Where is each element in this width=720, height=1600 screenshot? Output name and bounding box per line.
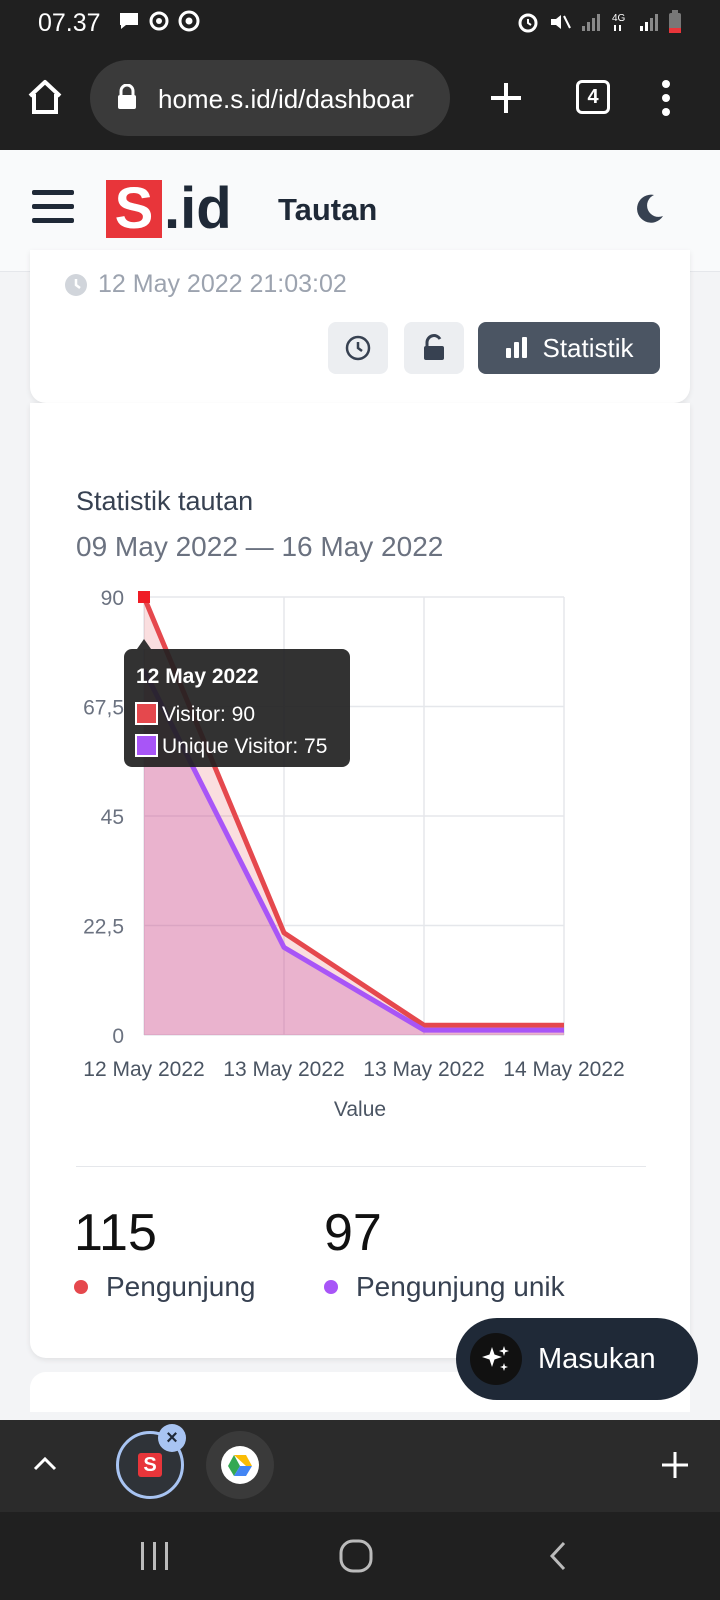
recent-apps-icon[interactable]	[138, 1540, 172, 1572]
datetime-text: 12 May 2022 21:03:02	[98, 270, 347, 298]
chevron-up-icon[interactable]	[32, 1454, 58, 1472]
hamburger-menu-icon[interactable]	[32, 188, 74, 226]
x-tick-label: 14 May 2022	[503, 1058, 624, 1081]
x-tick-label: 12 May 2022	[83, 1058, 204, 1081]
history-button[interactable]	[328, 322, 388, 374]
status-time: 07.37	[38, 9, 101, 37]
sid-favicon: S	[138, 1453, 162, 1477]
bar-chart-icon	[506, 337, 528, 358]
alarm-icon	[518, 13, 538, 33]
unlock-icon	[424, 334, 444, 360]
clock-outline-icon	[345, 335, 371, 361]
tooltip-line: Unique Visitor: 75	[162, 735, 327, 758]
address-bar[interactable]: home.s.id/id/dashboar	[90, 60, 450, 136]
browser-toolbar: home.s.id/id/dashboar 4	[0, 46, 720, 150]
tooltip-swatch	[135, 702, 158, 725]
notification-icons	[118, 10, 200, 32]
google-drive-icon	[221, 1446, 259, 1484]
divider	[76, 1166, 646, 1167]
stats-card: Statistik tautan 09 May 2022 — 16 May 20…	[30, 403, 690, 1358]
visitor-dot	[74, 1280, 88, 1294]
sparkle-icon-wrap	[470, 1333, 522, 1385]
sparkle-icon	[482, 1346, 509, 1371]
y-tick-label: 45	[101, 806, 124, 829]
lte-icon: 4G	[612, 13, 626, 31]
tooltip-box	[124, 649, 350, 767]
system-icons: 4G	[516, 10, 682, 34]
x-tick-label: 13 May 2022	[363, 1058, 484, 1081]
svg-text:4G: 4G	[612, 13, 626, 24]
home-icon[interactable]	[26, 78, 64, 116]
statistik-button[interactable]: Statistik	[478, 322, 660, 374]
stats-date-range: 09 May 2022 — 16 May 2022	[76, 531, 444, 562]
link-card: 12 May 2022 21:03:02 Statistik	[30, 250, 690, 403]
y-tick-label: 90	[101, 587, 124, 610]
series-area-2	[144, 670, 564, 1035]
y-tick-label: 0	[112, 1025, 124, 1048]
x-axis-label: Value	[334, 1098, 386, 1121]
visitors-count: 115	[74, 1204, 157, 1262]
back-icon[interactable]	[546, 1540, 570, 1572]
highlight-point	[138, 591, 150, 603]
lock-button[interactable]	[404, 322, 464, 374]
logo-id: .id	[164, 176, 232, 241]
new-tab-icon[interactable]	[488, 80, 524, 116]
y-tick-label: 22,5	[83, 916, 124, 939]
tab-sid[interactable]: S	[116, 1431, 184, 1499]
menu-dots-icon[interactable]	[658, 78, 674, 118]
home-button-icon[interactable]	[338, 1538, 374, 1574]
android-nav-bar	[0, 1512, 720, 1600]
masukan-label: Masukan	[538, 1342, 656, 1375]
tooltip-title: 12 May 2022	[136, 665, 259, 688]
lock-icon	[118, 84, 136, 109]
unique-visitor-dot	[324, 1280, 338, 1294]
signal-icon-2	[640, 14, 658, 31]
mute-icon	[551, 15, 571, 29]
series-area-1	[144, 597, 564, 1035]
status-bar: 07.37 4G	[0, 0, 720, 46]
link-datetime: 12 May 2022 21:03:02	[64, 270, 347, 299]
stat-visitors: 115 Pengunjung	[74, 1203, 255, 1303]
moon-icon[interactable]	[632, 192, 666, 226]
tab-google-drive[interactable]	[206, 1431, 274, 1499]
battery-icon	[669, 10, 681, 33]
url-text: home.s.id/id/dashboar	[158, 84, 414, 114]
visitors-label: Pengunjung	[106, 1271, 256, 1302]
tooltip-caret	[137, 639, 151, 649]
add-tab-icon[interactable]	[660, 1450, 690, 1480]
y-tick-label: 67,5	[83, 697, 124, 720]
x-tick-label: 13 May 2022	[223, 1058, 344, 1081]
chrome-icon	[178, 10, 200, 32]
stat-unique-visitors: 97 Pengunjung unik	[324, 1203, 565, 1303]
tab-switcher-button[interactable]: 4	[576, 80, 610, 114]
close-tab-icon[interactable]: ×	[158, 1424, 186, 1452]
tooltip-line: Visitor: 90	[162, 703, 255, 726]
clock-icon	[65, 273, 87, 296]
logo-s: S	[106, 180, 162, 238]
stats-title: Statistik tautan	[76, 486, 254, 516]
tooltip-swatch	[135, 734, 158, 757]
message-icon	[120, 13, 138, 29]
series-line-2	[141, 668, 564, 1033]
chart-tooltip: 12 May 2022 Visitor: 90 Unique Visitor: 75	[124, 639, 350, 767]
sync-icon	[149, 11, 169, 31]
page-title: Tautan	[278, 192, 378, 227]
signal-icon	[582, 14, 600, 31]
visitor-line-chart[interactable]: 0 22,5 45 67,5 90 12 May 2022 13 May 2022 13 Ma…	[30, 403, 690, 1143]
masukan-button[interactable]: Masukan	[456, 1318, 698, 1400]
tab-strip: S ×	[0, 1420, 720, 1512]
unique-visitors-count: 97	[324, 1204, 382, 1262]
sid-logo[interactable]: S .id	[106, 180, 232, 238]
statistik-label: Statistik	[542, 332, 634, 363]
unique-visitors-label: Pengunjung unik	[356, 1271, 565, 1302]
